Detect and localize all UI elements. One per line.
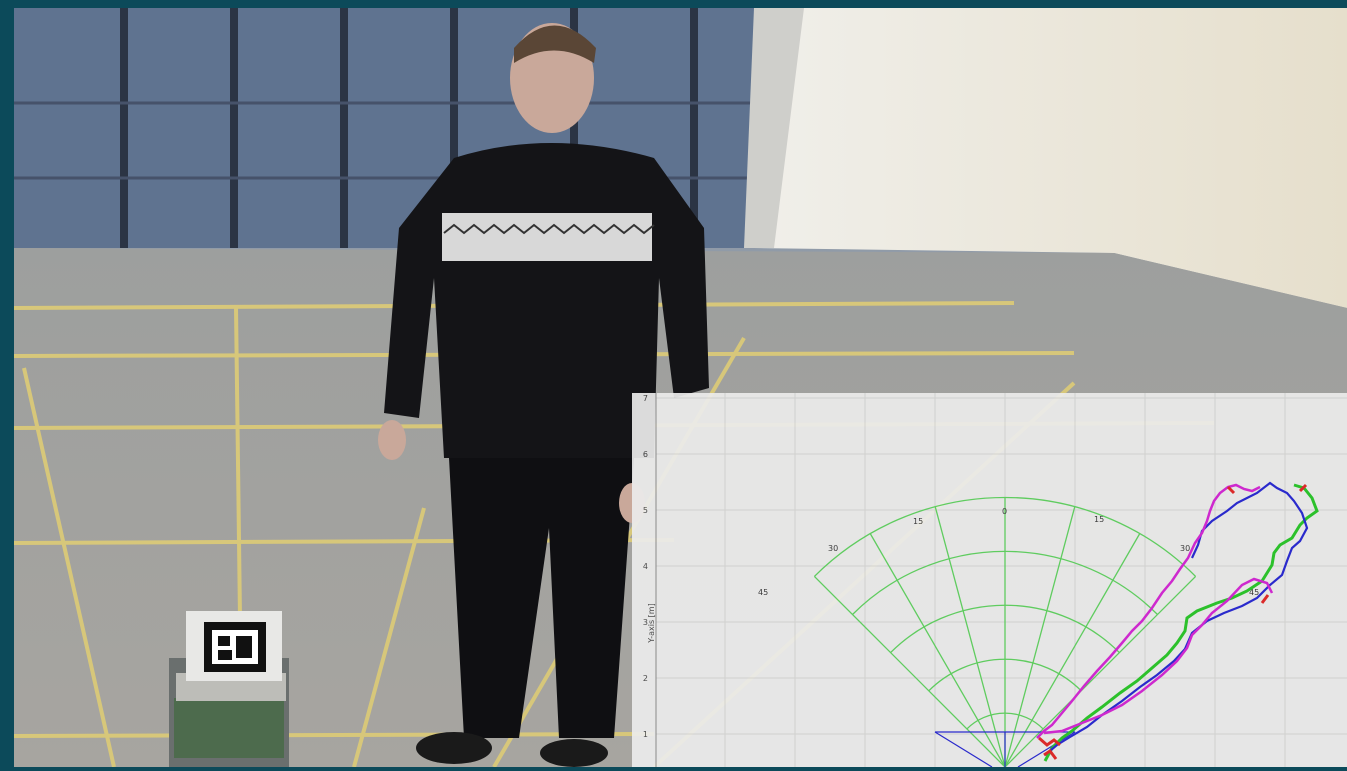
y-tick-label: 7 [643,394,648,403]
polar-grid [813,496,1197,768]
white-wall [754,8,1347,308]
y-tick-label: 4 [643,562,648,571]
trajectory-magenta [1036,483,1261,739]
polar-angle-label: 0 [1002,507,1007,516]
plot-gridlines [656,393,1347,767]
trajectory-plot: 7 6 5 4 3 2 1 Y-axis [m] [643,393,1347,768]
y-tick-label: 3 [643,618,648,627]
trajectory-blue [1044,481,1309,756]
trajectory-plot-overlay: 7 6 5 4 3 2 1 Y-axis [m] [632,393,1347,768]
polar-angle-label: 15 [1094,515,1104,524]
polar-angle-label: 45 [758,588,768,597]
polar-angle-label: 30 [828,544,838,553]
camera-scene [14,8,1347,767]
y-axis-label: Y-axis [m] [647,603,656,643]
trajectory-red-markers [1038,483,1308,760]
blue-sector [934,731,1076,768]
trajectory-green [1043,483,1319,762]
y-tick-label: 5 [643,506,648,515]
polar-angle-label: 45 [1249,588,1259,597]
wall-shadow [744,8,804,248]
robot [169,611,289,767]
y-tick-label: 6 [643,450,648,459]
y-tick-label: 2 [643,674,648,683]
y-tick-label: 1 [643,730,648,739]
polar-angle-label: 30 [1180,544,1190,553]
polar-angle-label: 15 [913,517,923,526]
trajectory-magenta-lower [1043,577,1274,735]
person [378,23,709,767]
camera-view [14,8,1347,767]
